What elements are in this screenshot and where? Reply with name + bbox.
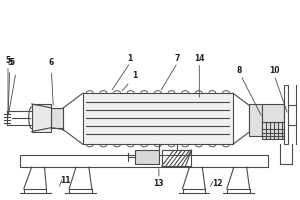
Bar — [51, 108, 63, 128]
Text: 1: 1 — [128, 54, 133, 63]
Text: 5: 5 — [9, 58, 14, 67]
Bar — [135, 150, 159, 164]
Bar — [83, 93, 233, 144]
Bar — [262, 104, 284, 122]
Text: 10: 10 — [269, 66, 280, 75]
Bar — [162, 150, 191, 166]
Text: 5: 5 — [8, 58, 13, 115]
Bar — [284, 85, 288, 144]
Text: 14: 14 — [194, 54, 205, 63]
Text: 12: 12 — [212, 179, 222, 188]
Bar — [262, 122, 284, 139]
Bar — [20, 155, 268, 167]
Text: 1: 1 — [122, 71, 138, 91]
Text: 5: 5 — [5, 56, 10, 65]
Text: 8: 8 — [236, 66, 242, 75]
Bar — [249, 104, 262, 136]
Text: 11: 11 — [60, 176, 70, 185]
Bar — [32, 104, 51, 132]
Text: 6: 6 — [49, 58, 54, 67]
Text: 7: 7 — [175, 54, 180, 63]
Text: 13: 13 — [154, 179, 164, 188]
